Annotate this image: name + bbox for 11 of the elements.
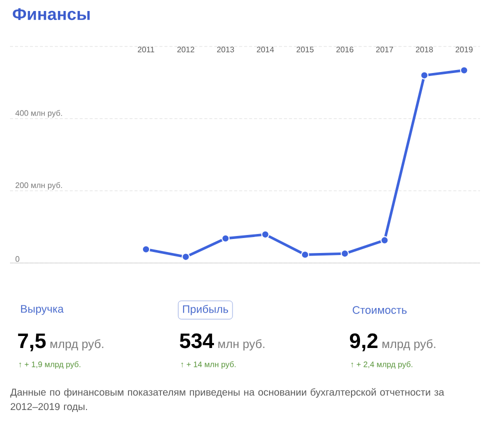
text: млн руб.	[218, 339, 264, 350]
text: 9,2	[350, 333, 378, 352]
text: Стоимость	[352, 306, 407, 314]
text: 7,5	[18, 334, 46, 352]
text: млрд руб.	[382, 339, 436, 350]
text: млрд руб.	[50, 339, 104, 350]
text: Прибыль	[183, 304, 228, 316]
chart-title: Финансы	[12, 8, 90, 20]
text: Данные по финансовым показателям приведены на основании бухгалтерской отчетности за 2012–2019 годы.	[10, 388, 444, 412]
text: 534	[180, 333, 214, 348]
text: Выручка	[21, 305, 64, 315]
